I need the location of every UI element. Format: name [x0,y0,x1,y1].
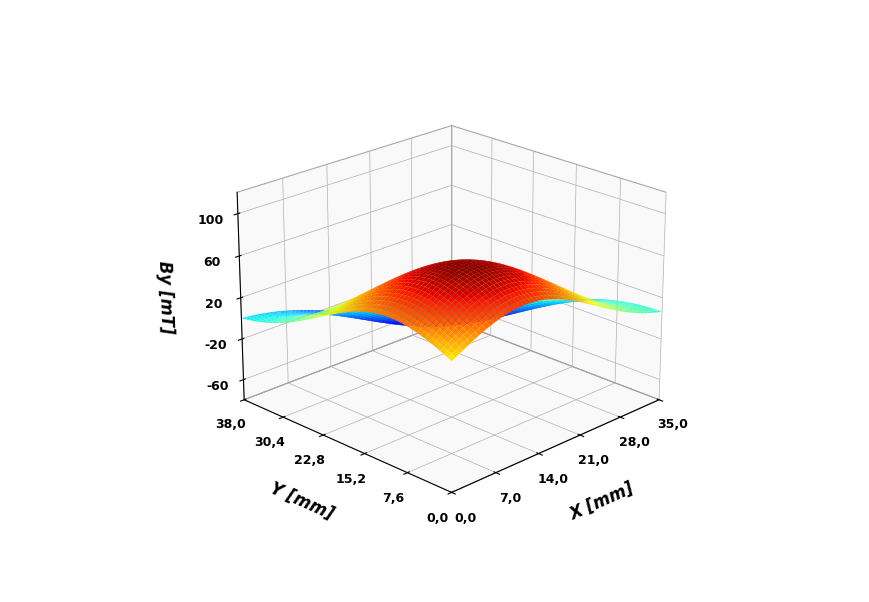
Y-axis label: Y [mm]: Y [mm] [267,480,336,524]
X-axis label: X [mm]: X [mm] [567,479,637,524]
